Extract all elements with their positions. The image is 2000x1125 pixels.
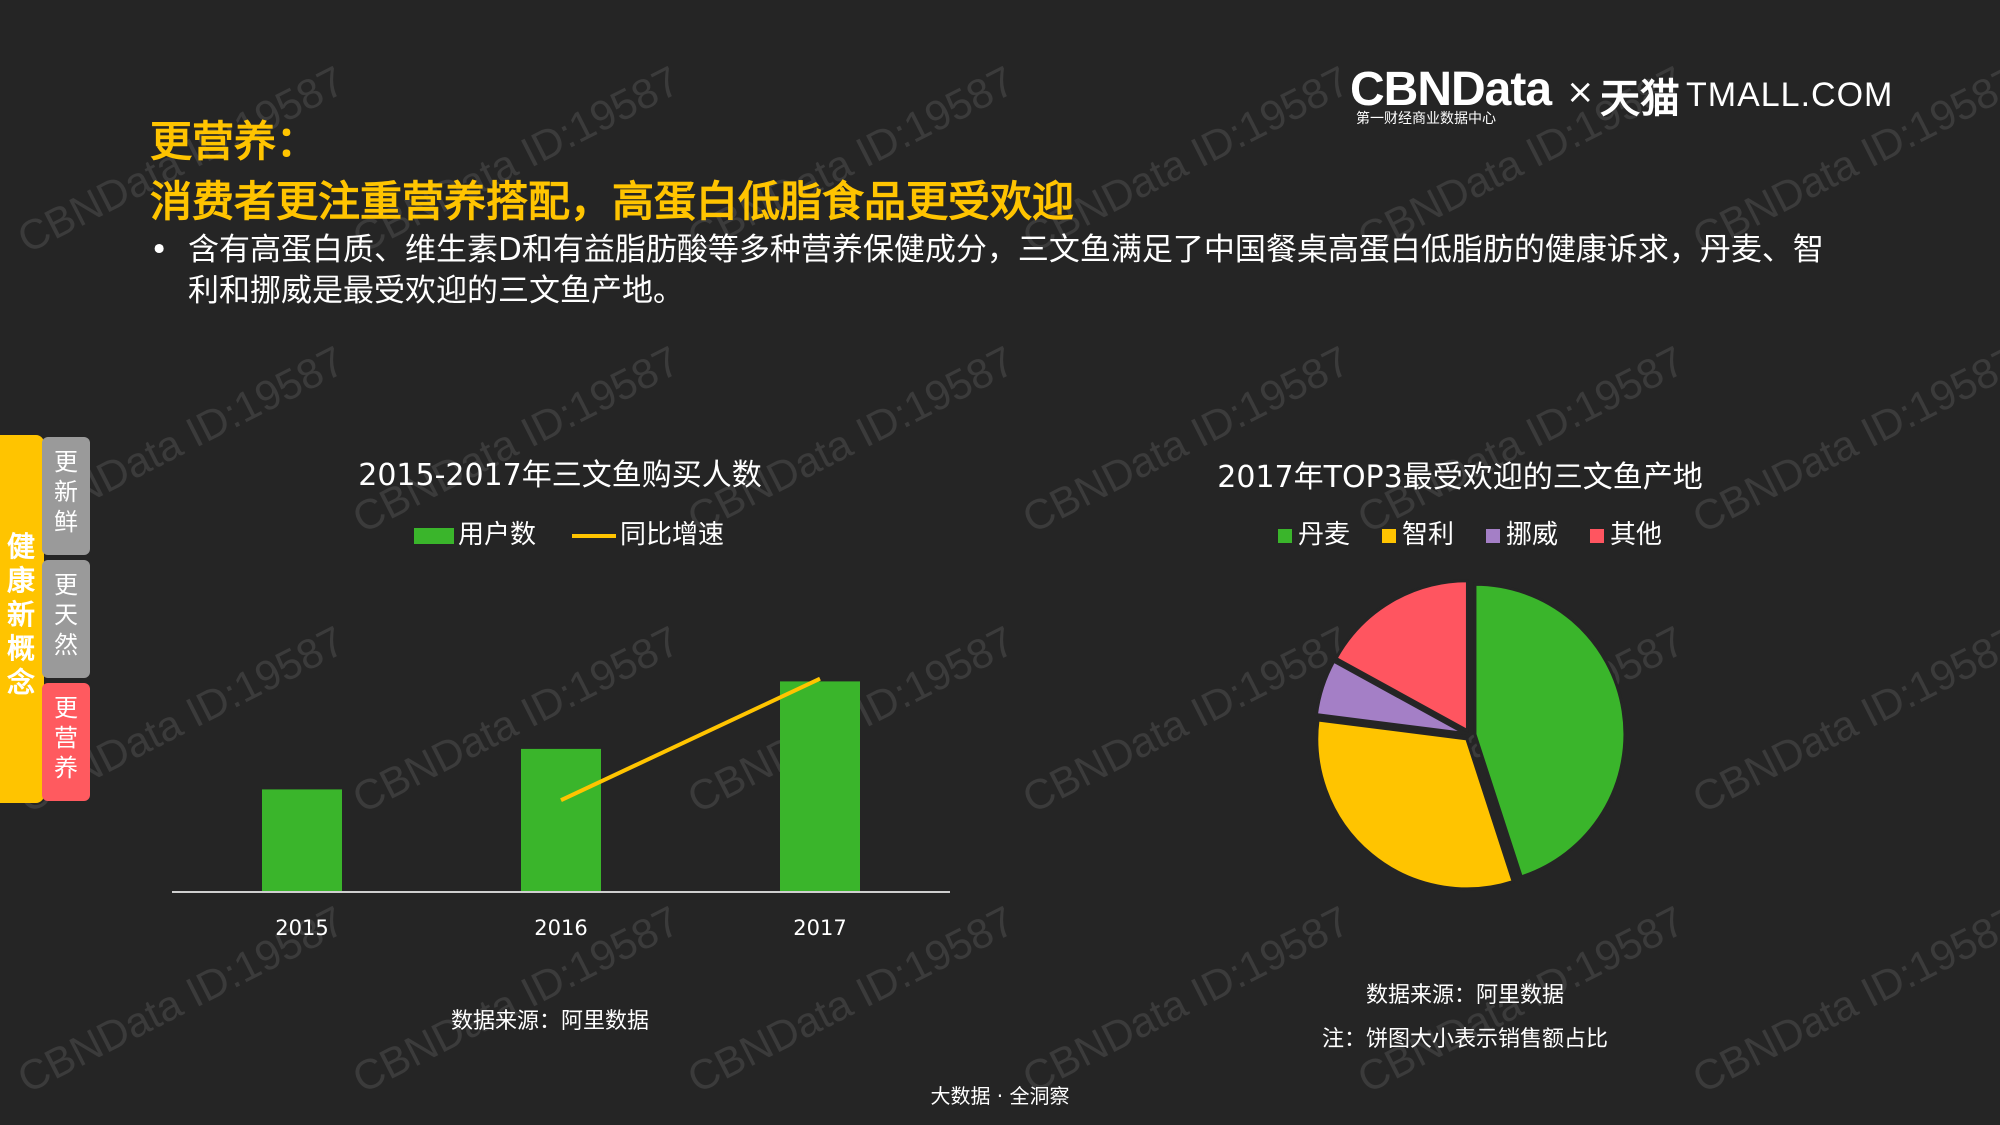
bar-chart-source: 数据来源：阿里数据 [450,1009,649,1034]
legend-users-swatch [414,527,454,544]
bullet-content: 含有高蛋白质、维生素D和有益脂肪酸等多种营养保健成分，三文鱼满足了中国餐桌高蛋白… [188,232,1824,309]
pie-slice-其他 [1333,579,1469,734]
page-title-line1: 更营养： [150,117,319,166]
legend-chile-swatch [1382,529,1396,543]
bar-2015 [262,789,342,892]
cbndata-logo: CBNData [1350,63,1552,116]
bar-2016 [521,748,601,892]
watermark-text: CBNData ID:19587 [1015,336,1357,542]
legend-growth: 同比增速 [572,514,724,551]
watermark-text: CBNData ID:19587 [345,336,687,542]
legend-other: 其他 [1590,514,1662,551]
bar-chart: 2015 2016 2017 [172,676,950,940]
x-tick-2015: 2015 [275,916,328,940]
pie-slice-挪威 [1314,659,1466,735]
tmall-logo-cn: 天猫 [1600,76,1680,122]
pie-chart-source: 数据来源：阿里数据 [1365,983,1564,1008]
pie-slice-丹麦 [1473,582,1627,879]
legend-other-swatch [1590,529,1604,543]
pie-chart-title: 2017年TOP3最受欢迎的三文鱼产地 [1217,460,1703,495]
watermark-text: CBNData ID:19587 [1685,896,2000,1102]
bar-2017 [780,681,860,892]
side-tab-fresh[interactable]: 更新鲜 [42,437,90,555]
watermark-text: CBNData ID:19587 [680,336,1022,542]
pie-chart-note: 注：饼图大小表示销售额占比 [1321,1027,1608,1052]
bullet-marker: • [150,232,169,268]
side-tab-nutrition[interactable]: 更营养 [42,683,90,801]
page-title-line2: 消费者更注重营养搭配，高蛋白低脂食品更受欢迎 [150,177,1075,226]
x-tick-2016: 2016 [534,916,587,940]
legend-denmark: 丹麦 [1278,514,1350,551]
watermark-text: CBNData ID:19587 [1350,336,1692,542]
footer-slogan: 大数据 · 全洞察 [930,1084,1070,1108]
tmall-logo-en: TMALL.COM [1686,76,1894,114]
bar-chart-title: 2015-2017年三文鱼购买人数 [358,458,762,493]
watermark-text: CBNData ID:19587 [1685,616,2000,822]
logo-times-sign: × [1566,72,1595,112]
pie-slice-智利 [1315,718,1516,891]
x-tick-2017: 2017 [793,916,846,940]
legend-norway-swatch [1486,529,1500,543]
bullet-text: • 含有高蛋白质、维生素D和有益脂肪酸等多种营养保健成分，三文鱼满足了中国餐桌高… [150,230,1850,312]
growth-line [560,676,821,803]
side-category-label: 健康新概念 [0,435,44,803]
legend-chile: 智利 [1382,514,1454,551]
legend-growth-swatch [572,533,616,538]
legend-norway: 挪威 [1486,514,1558,551]
watermark-text: CBNData ID:19587 [1685,336,2000,542]
cbndata-logo-subtitle: 第一财经商业数据中心 [1356,111,1496,127]
side-tab-natural[interactable]: 更天然 [42,560,90,678]
legend-users: 用户数 [414,514,536,551]
legend-denmark-swatch [1278,529,1292,543]
pie-chart [1314,579,1627,891]
